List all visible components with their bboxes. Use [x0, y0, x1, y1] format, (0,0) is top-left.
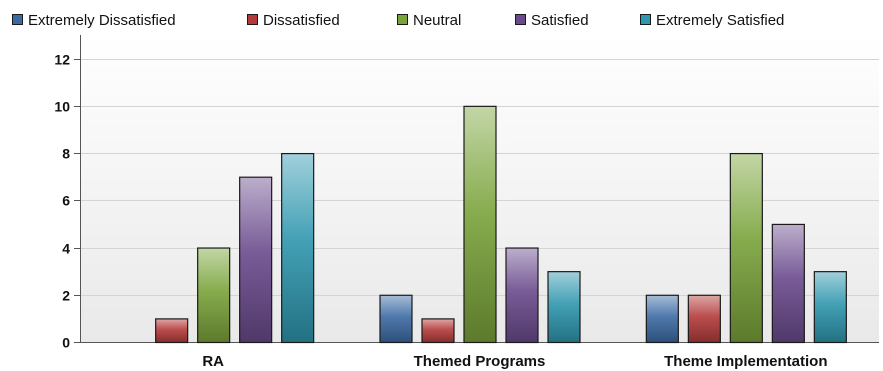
legend-item: Neutral [397, 12, 461, 29]
bar-neutral-theme-implementation [729, 152, 763, 344]
legend-item: Extremely Dissatisfied [12, 12, 176, 29]
legend-item: Dissatisfied [247, 12, 340, 29]
legend-label: Extremely Dissatisfied [28, 12, 176, 29]
bar-dissatisfied-themed-programs [421, 318, 455, 344]
y-tick-label: 4 [62, 241, 70, 257]
bar-satisfied-themed-programs [505, 247, 539, 344]
legend-item: Extremely Satisfied [640, 12, 784, 29]
bar-neutral-themed-programs [463, 105, 497, 344]
legend-swatch [12, 14, 23, 25]
legend-swatch [397, 14, 408, 25]
bar-dissatisfied-theme-implementation [687, 294, 721, 344]
bar-satisfied-theme-implementation [771, 223, 805, 344]
bar-extremely-dissatisfied-theme-implementation [645, 294, 679, 344]
bar-extremely-satisfied-themed-programs [547, 271, 581, 344]
legend-label: Dissatisfied [263, 12, 340, 29]
bar-extremely-dissatisfied-themed-programs [379, 294, 413, 344]
y-tick-label: 2 [62, 288, 70, 304]
bar-dissatisfied-ra [155, 318, 189, 344]
y-tick-label: 12 [54, 52, 70, 68]
bar-extremely-satisfied-ra [281, 152, 315, 344]
bar-extremely-satisfied-theme-implementation [813, 271, 847, 344]
x-category-label: Theme Implementation [664, 353, 827, 370]
y-tick-label: 10 [54, 99, 70, 115]
y-tick-label: 0 [62, 335, 70, 351]
x-category-label: RA [202, 353, 224, 370]
legend: Extremely Dissatisfied Dissatisfied Neutra… [12, 12, 784, 29]
legend-swatch [640, 14, 651, 25]
category-labels: RA Themed Programs Theme Implementation [202, 353, 827, 370]
bar-satisfied-ra [239, 176, 273, 344]
y-tick-label: 6 [62, 193, 70, 209]
legend-item: Satisfied [515, 12, 589, 29]
y-tick-label: 8 [62, 146, 70, 162]
x-category-label: Themed Programs [414, 353, 546, 370]
legend-swatch [515, 14, 526, 25]
legend-label: Neutral [413, 12, 461, 29]
legend-label: Satisfied [531, 12, 589, 29]
legend-swatch [247, 14, 258, 25]
legend-label: Extremely Satisfied [656, 12, 784, 29]
bars [155, 105, 847, 344]
bar-neutral-ra [197, 247, 231, 344]
y-tick-labels: 0 2 4 6 8 10 12 [54, 52, 70, 351]
